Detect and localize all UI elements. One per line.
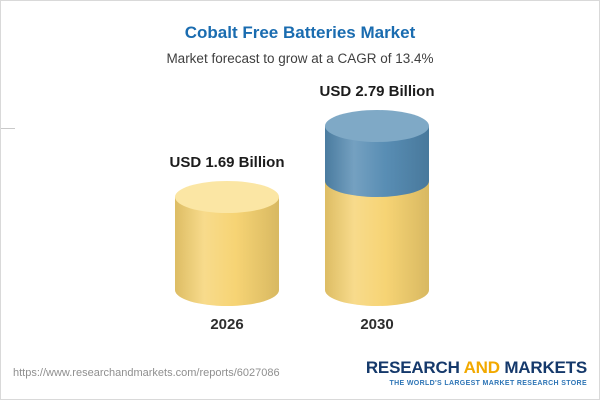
bar-category-label: 2030 — [360, 316, 394, 333]
logo-word-and: AND — [463, 358, 500, 377]
chart-title: Cobalt Free Batteries Market — [184, 23, 416, 42]
report-url: https://www.researchandmarkets.com/repor… — [13, 367, 280, 379]
logo-tagline: THE WORLD'S LARGEST MARKET RESEARCH STOR… — [389, 380, 587, 387]
chart-subtitle: Market forecast to grow at a CAGR of 13.… — [166, 51, 434, 66]
cylinder-base-segment — [175, 181, 279, 306]
logo-wordmark: RESEARCH AND MARKETS — [366, 358, 587, 378]
bar-2026: USD 1.69 Billion 2026 — [147, 154, 307, 333]
logo-word-research: RESEARCH — [365, 358, 460, 377]
cylinder-base-segment — [325, 181, 429, 306]
research-and-markets-logo: RESEARCH AND MARKETS THE WORLD'S LARGEST… — [366, 358, 587, 387]
cylinder-growth-segment — [325, 110, 429, 197]
bar-value-label: USD 2.79 Billion — [319, 83, 435, 100]
cylinder-2030 — [325, 110, 429, 306]
logo-word-markets: MARKETS — [504, 358, 587, 377]
cylinder-2026 — [175, 181, 279, 306]
bar-value-label: USD 1.69 Billion — [169, 154, 285, 171]
bar-2030: USD 2.79 Billion 2030 — [297, 83, 457, 333]
bar-category-label: 2026 — [210, 316, 244, 333]
axis-tick — [1, 128, 15, 129]
